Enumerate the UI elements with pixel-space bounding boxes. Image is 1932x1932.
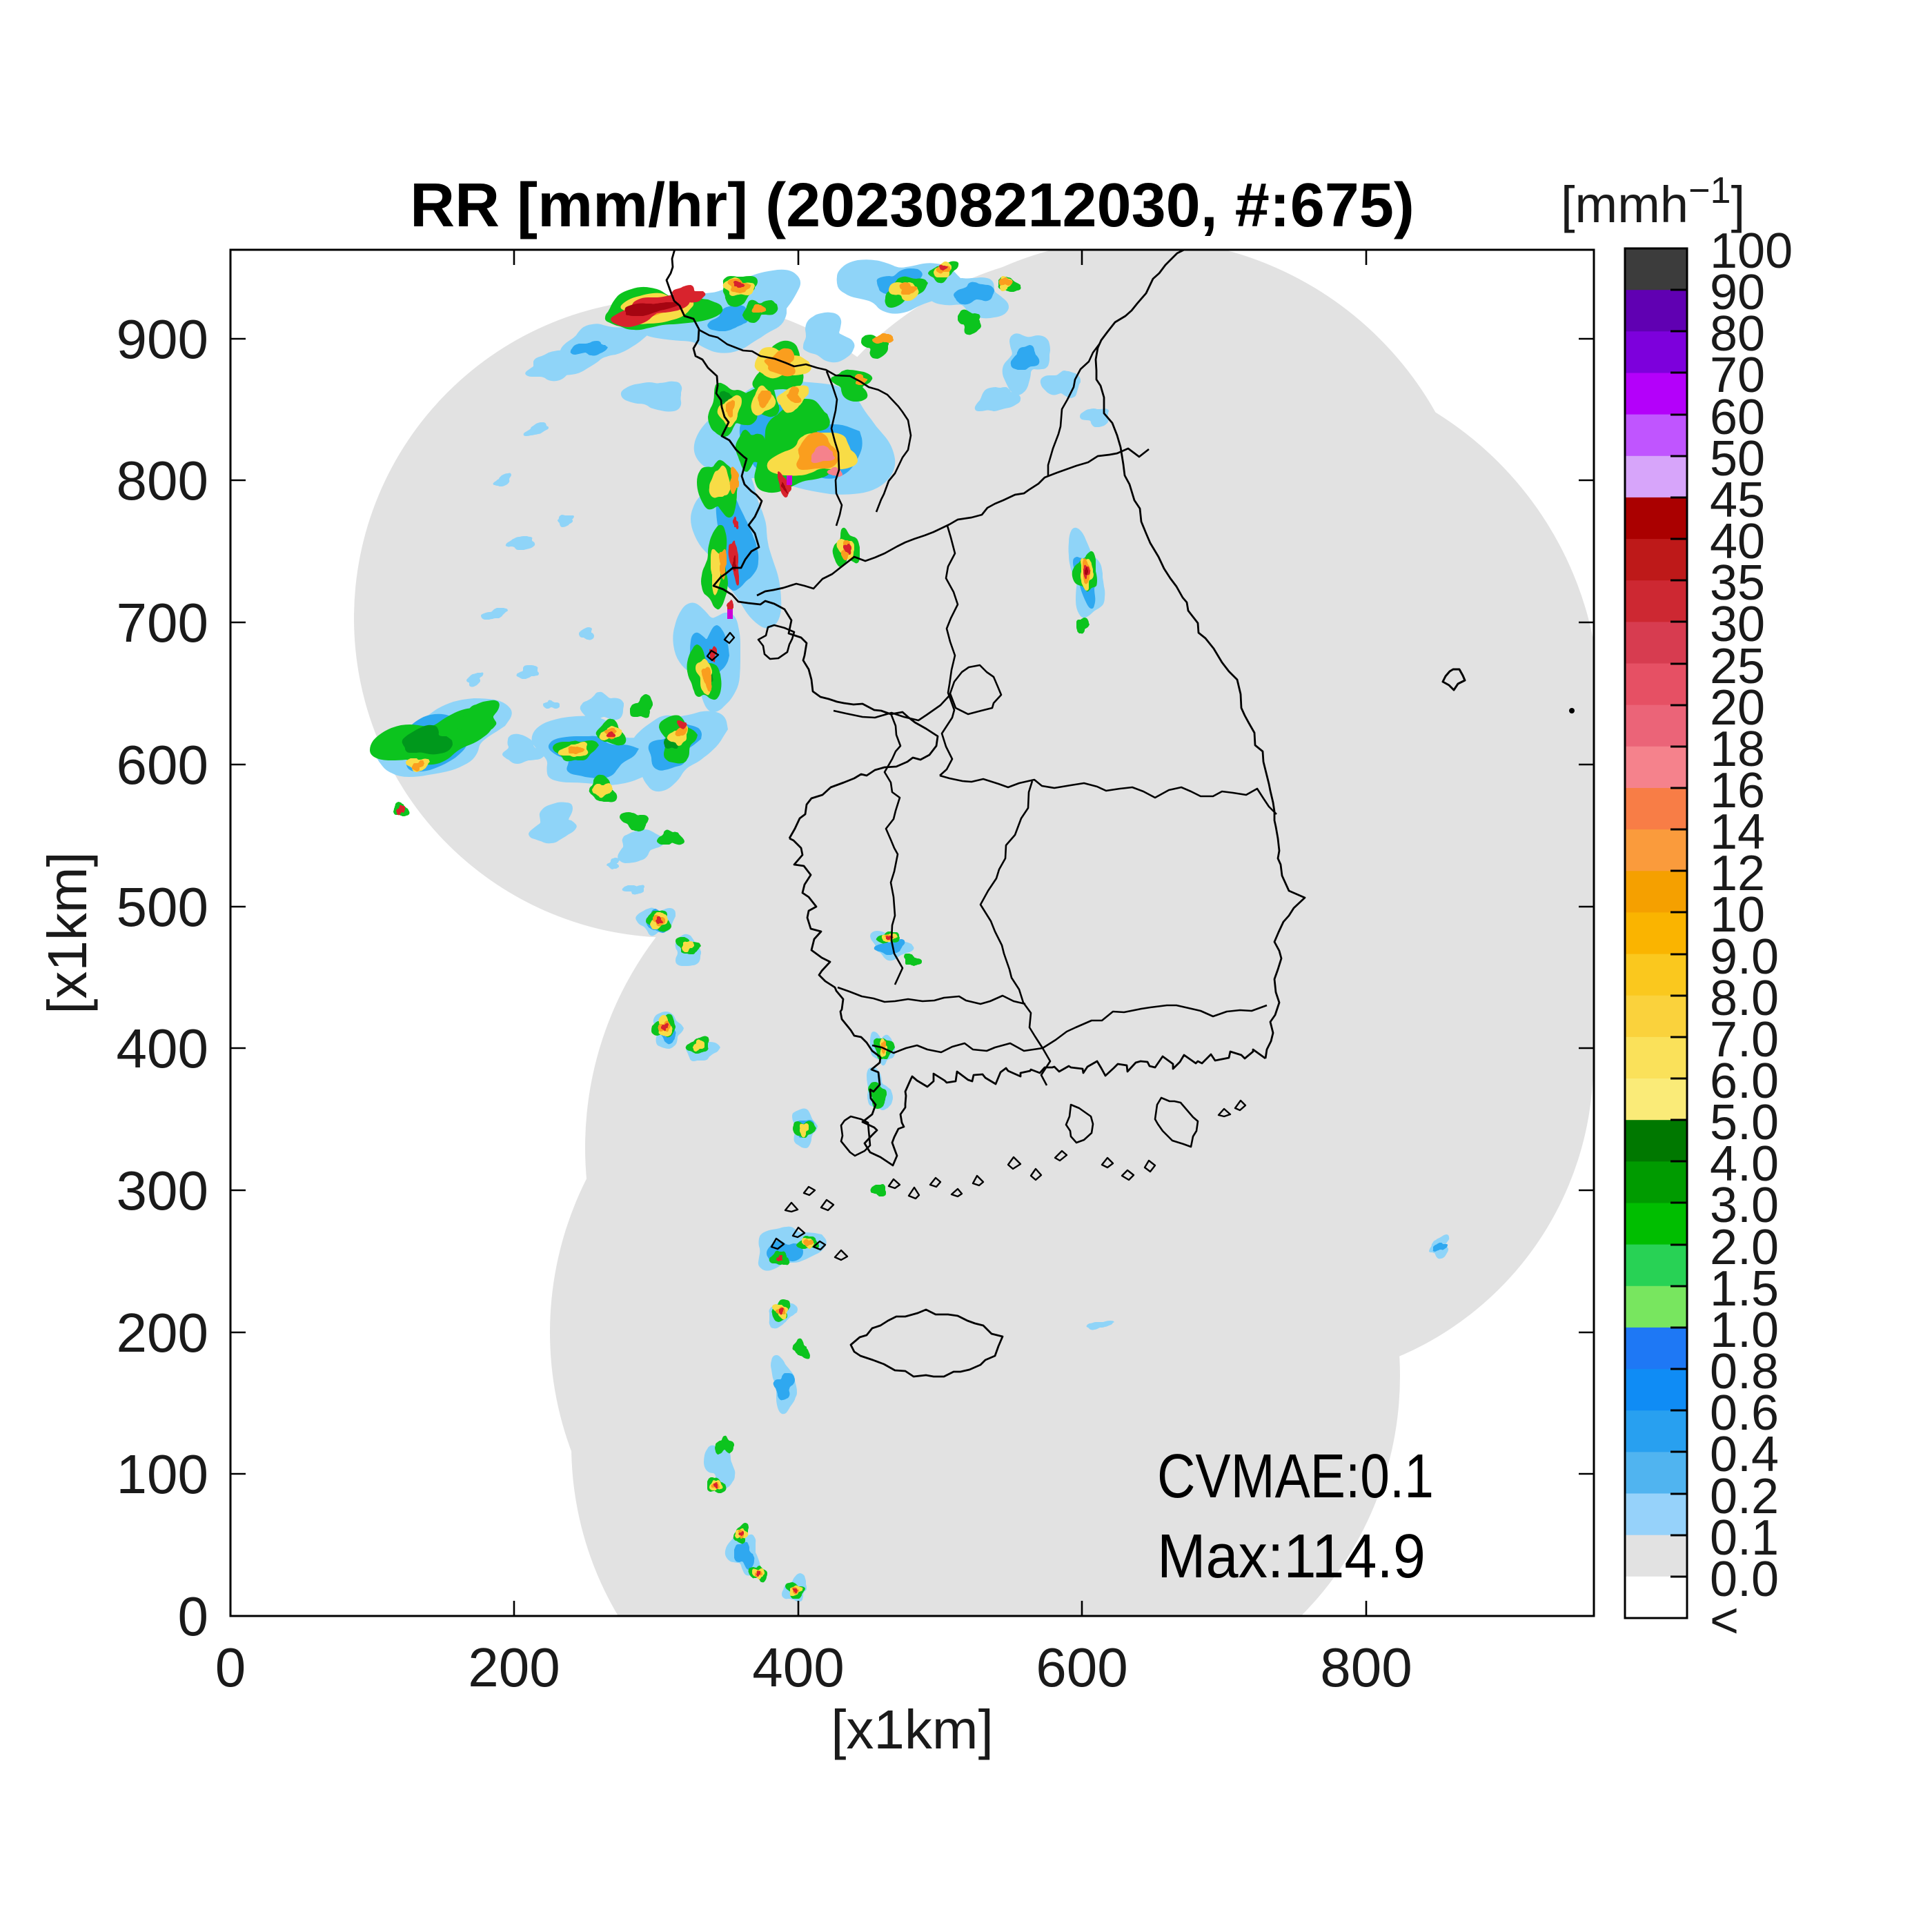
svg-text:800: 800	[117, 450, 208, 511]
svg-text:0: 0	[215, 1637, 246, 1698]
svg-text:800: 800	[1320, 1637, 1412, 1698]
svg-text:18: 18	[1710, 722, 1765, 777]
svg-text:700: 700	[117, 592, 208, 653]
svg-text:CVMAE:0.1: CVMAE:0.1	[1157, 1442, 1434, 1511]
svg-text:[x1km]: [x1km]	[831, 1699, 994, 1760]
svg-text:40: 40	[1710, 514, 1765, 569]
svg-text:8.0: 8.0	[1710, 971, 1779, 1026]
svg-text:0.8: 0.8	[1710, 1344, 1779, 1399]
svg-text:4.0: 4.0	[1710, 1136, 1779, 1192]
svg-text:200: 200	[468, 1637, 560, 1698]
svg-text:100: 100	[117, 1443, 208, 1505]
svg-text:30: 30	[1710, 597, 1765, 652]
svg-text:600: 600	[117, 734, 208, 796]
svg-text:0.4: 0.4	[1710, 1427, 1779, 1482]
svg-text:35: 35	[1710, 555, 1765, 611]
svg-text:0.6: 0.6	[1710, 1386, 1779, 1441]
svg-text:900: 900	[117, 308, 208, 370]
svg-text:400: 400	[752, 1637, 844, 1698]
svg-text:RR [mm/hr] (202308212030, #:67: RR [mm/hr] (202308212030, #:675)	[410, 171, 1414, 240]
svg-text:5.0: 5.0	[1710, 1095, 1779, 1150]
svg-text:400: 400	[117, 1018, 208, 1079]
svg-text:300: 300	[117, 1160, 208, 1221]
svg-text:Max:114.9: Max:114.9	[1157, 1522, 1426, 1591]
svg-text:25: 25	[1710, 639, 1765, 694]
svg-text:1.5: 1.5	[1710, 1261, 1779, 1317]
svg-text:3.0: 3.0	[1710, 1178, 1779, 1233]
svg-text:70: 70	[1710, 348, 1765, 403]
svg-text:10: 10	[1710, 887, 1765, 943]
svg-text:0.1: 0.1	[1710, 1510, 1779, 1566]
svg-text:12: 12	[1710, 846, 1765, 901]
svg-text:0.0: 0.0	[1710, 1552, 1779, 1607]
svg-text:1.0: 1.0	[1710, 1303, 1779, 1358]
svg-text:0: 0	[178, 1586, 209, 1647]
svg-text:45: 45	[1710, 473, 1765, 528]
svg-text:[mmh−1]: [mmh−1]	[1561, 170, 1745, 233]
svg-text:7.0: 7.0	[1710, 1012, 1779, 1067]
svg-text:16: 16	[1710, 763, 1765, 818]
svg-text:6.0: 6.0	[1710, 1054, 1779, 1109]
svg-text:[x1km]: [x1km]	[37, 851, 98, 1014]
svg-text:500: 500	[117, 876, 208, 938]
svg-text:50: 50	[1710, 431, 1765, 486]
svg-text:<: <	[1710, 1593, 1739, 1648]
svg-text:90: 90	[1710, 265, 1765, 320]
svg-text:200: 200	[117, 1302, 208, 1363]
svg-text:0.2: 0.2	[1710, 1469, 1779, 1524]
svg-text:20: 20	[1710, 680, 1765, 736]
svg-text:9.0: 9.0	[1710, 929, 1779, 985]
svg-text:60: 60	[1710, 390, 1765, 445]
svg-text:100: 100	[1710, 224, 1793, 279]
svg-text:14: 14	[1710, 805, 1765, 860]
svg-text:80: 80	[1710, 306, 1765, 362]
svg-text:600: 600	[1036, 1637, 1127, 1698]
svg-text:2.0: 2.0	[1710, 1220, 1779, 1275]
